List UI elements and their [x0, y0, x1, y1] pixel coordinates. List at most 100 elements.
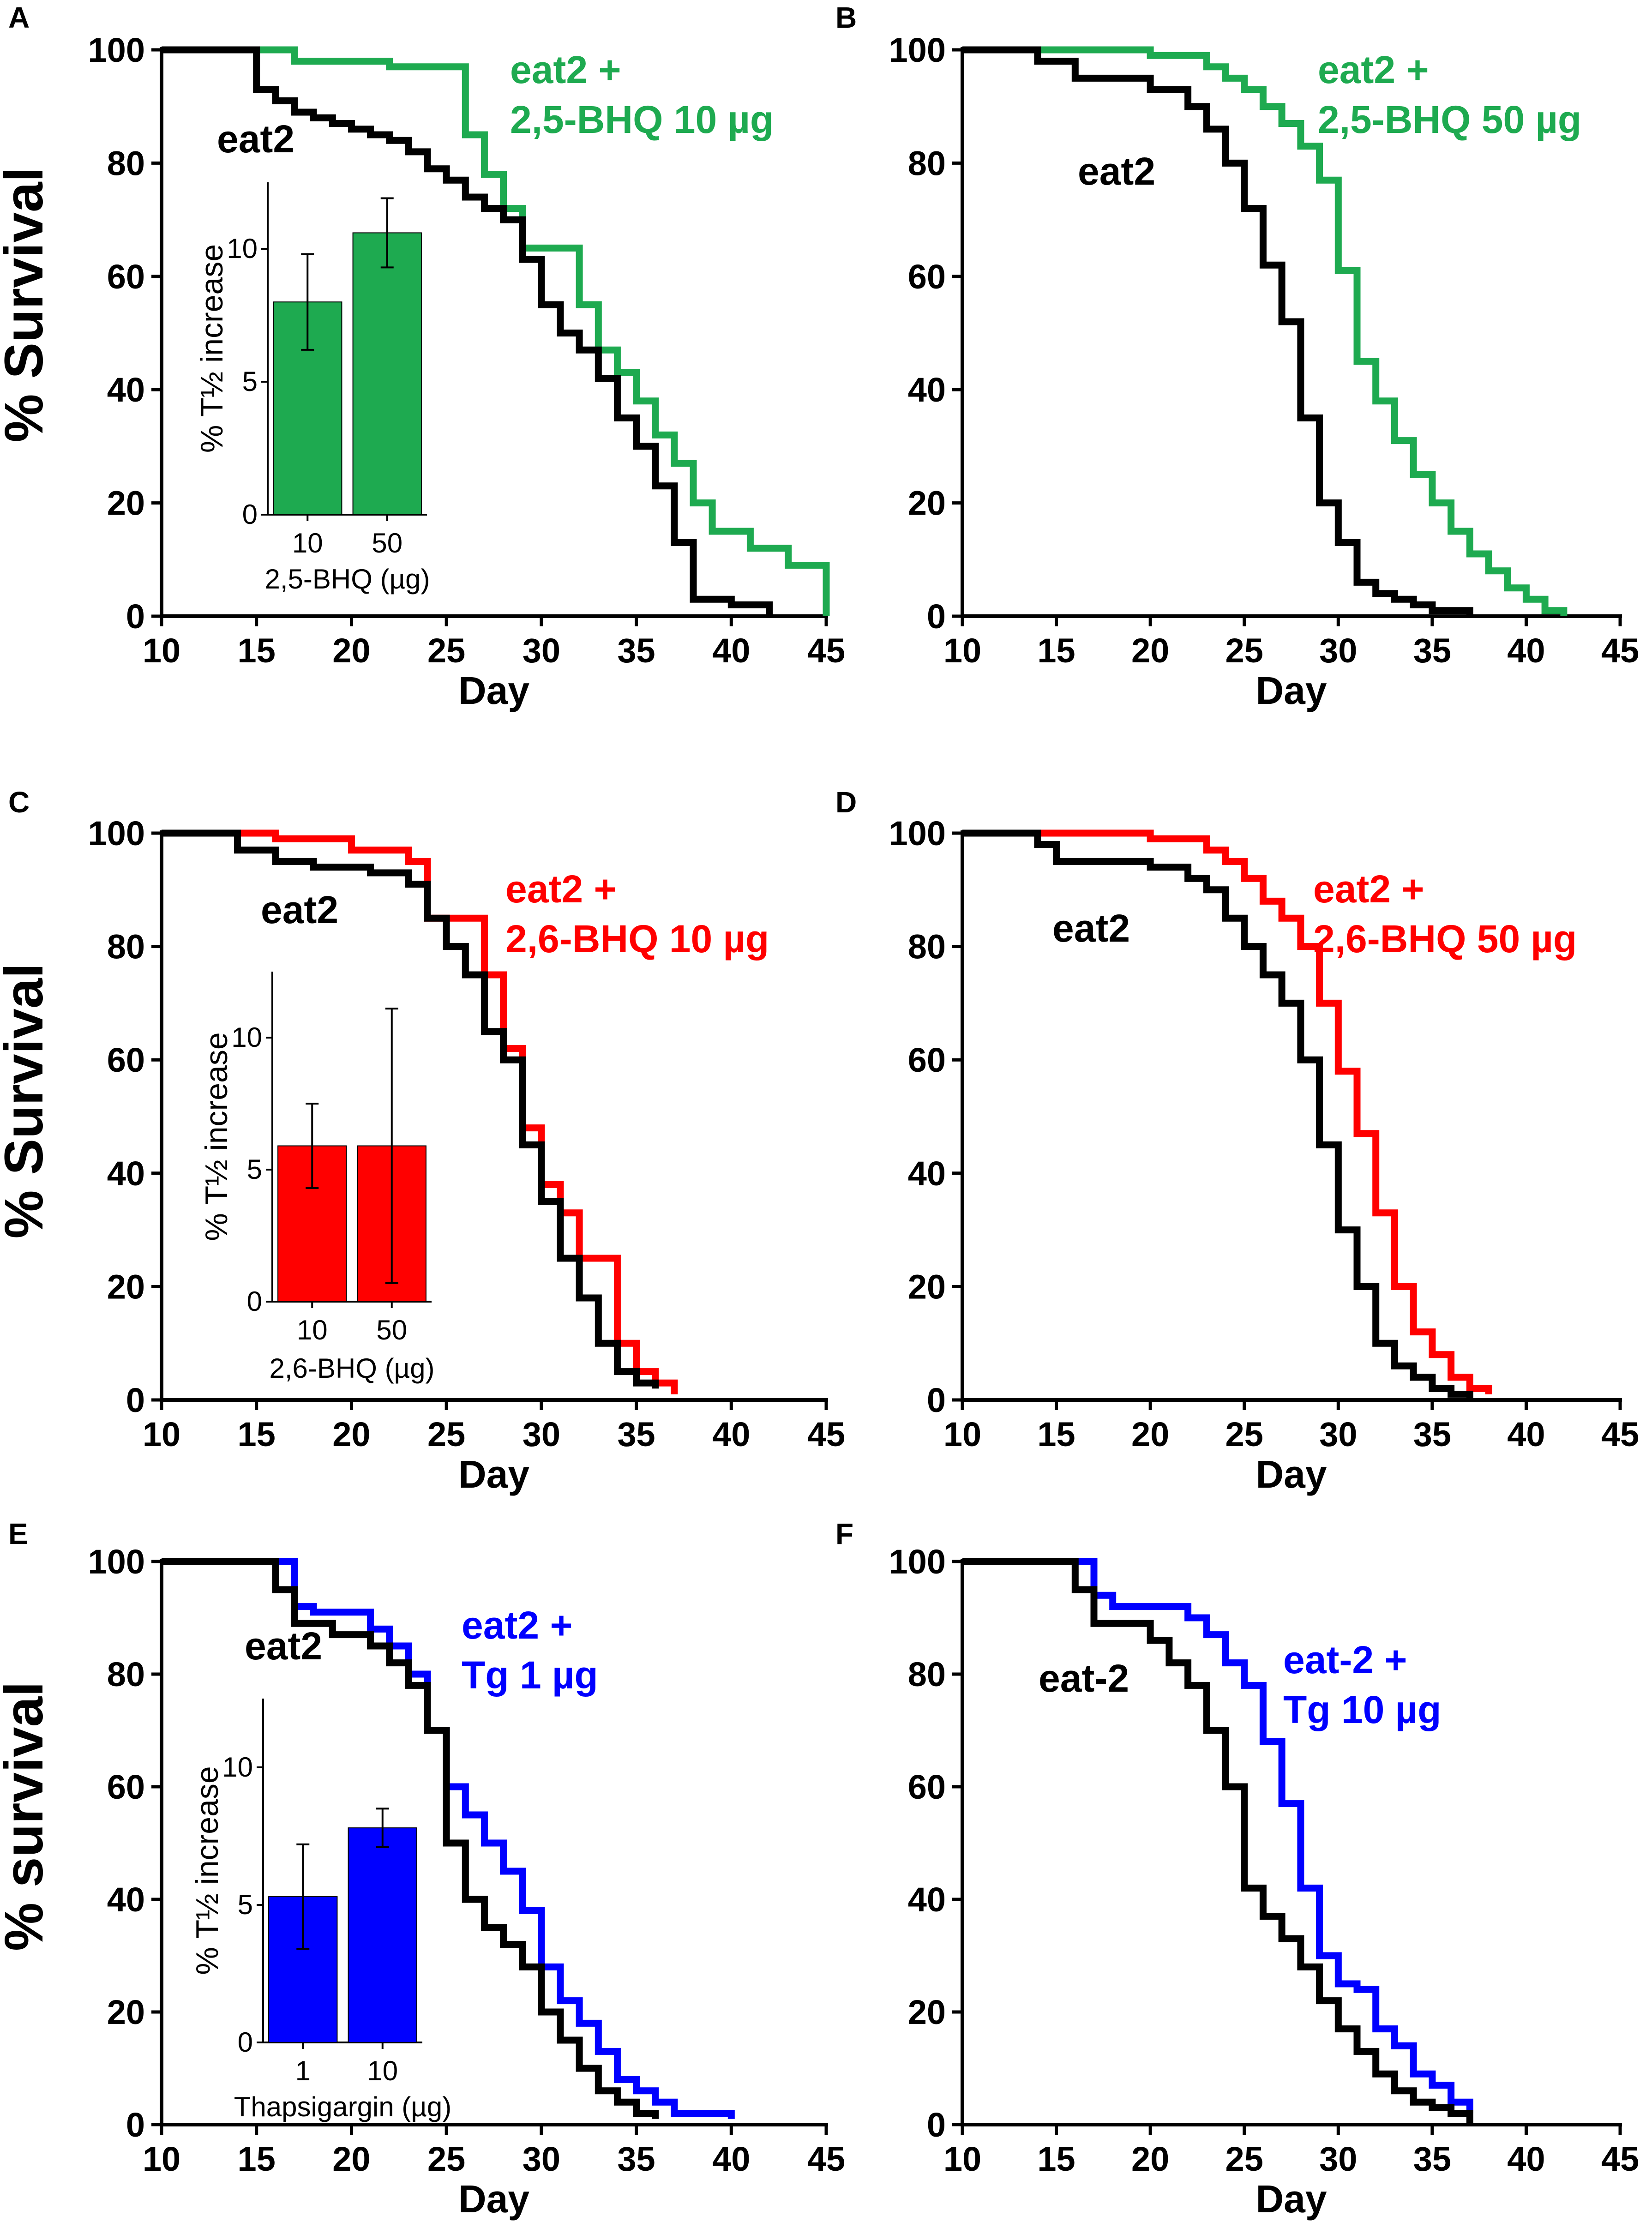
panel-c-x-tick-label: 35 [617, 1415, 655, 1453]
panel-e-y-tick-label: 0 [126, 2106, 145, 2144]
panel-f-label-treatment: eat-2 + [1283, 1638, 1407, 1682]
panel-b-letter: B [835, 1, 857, 34]
panel-c-inset-y-tick-label: 5 [247, 1154, 262, 1185]
panel-f-letter: F [835, 1517, 853, 1550]
panel-e-letter: E [8, 1517, 28, 1550]
panel-c-x-tick-label: 15 [238, 1415, 276, 1453]
panel-f-x-tick-label: 35 [1413, 2140, 1451, 2178]
panel-e-x-tick-label: 20 [332, 2140, 370, 2178]
panel-f: F 0 20 40 60 80 100 10 15 20 25 30 35 40 45 Day eat-2 eat… [835, 1517, 1639, 2221]
panel-a-inset-y-tick-label: 0 [242, 499, 258, 530]
panel-a-label-control: eat2 [217, 117, 294, 161]
panel-c-inset-x-tick-label: 10 [297, 1315, 328, 1345]
panel-f-curve-control [962, 1558, 1473, 2125]
panel-e-inset-x-tick-label: 10 [367, 2055, 398, 2086]
panel-c-inset-y-title: % T½ increase [199, 1032, 234, 1241]
panel-d-y-tick-label: 0 [927, 1381, 946, 1419]
panel-e-x-tick-label: 25 [427, 2140, 465, 2178]
panel-f-x-tick-label: 15 [1037, 2140, 1075, 2178]
panel-b-x-tick-label: 25 [1225, 631, 1263, 670]
panel-a-y-tick-label: 100 [88, 31, 145, 69]
panel-e-y-tick-label: 100 [88, 1543, 145, 1581]
panel-a-y-tick-label: 20 [107, 484, 145, 522]
panel-c-x-tick-label: 25 [427, 1415, 465, 1453]
panel-c-inset-x-tick-label: 50 [376, 1315, 407, 1345]
panel-d-label-treatment: 2,6-BHQ 50 µg [1313, 917, 1577, 961]
panel-f-x-tick-label: 10 [943, 2140, 981, 2178]
panel-e-label-treatment: Tg 1 µg [462, 1653, 598, 1697]
panel-e-inset-x-title: Thapsigargin (µg) [234, 2091, 451, 2122]
panel-c-y-tick-label: 100 [88, 814, 145, 853]
panel-c-inset-x-title: 2,6-BHQ (µg) [270, 1353, 435, 1384]
panel-b-x-tick-label: 20 [1131, 631, 1169, 670]
panel-e-inset: 0 5 10 1 10 Thapsigargin (µg) % T½ increase [190, 1699, 451, 2122]
panel-d-curve-treatment [962, 829, 1492, 1394]
panel-a-inset-bar [352, 232, 422, 515]
panel-a-label-treatment: 2,5-BHQ 10 µg [510, 98, 774, 141]
panel-d-x-tick-label: 10 [943, 1415, 981, 1453]
panel-e-label-control: eat2 [245, 1624, 322, 1668]
panel-b-curve-treatment [962, 46, 1568, 616]
panel-b-x-tick-label: 40 [1507, 631, 1545, 670]
panel-a-inset-x-tick-label: 50 [372, 528, 402, 558]
panel-d-letter: D [835, 786, 857, 819]
panel-a-x-tick-label: 20 [332, 631, 370, 670]
panel-e-curve-control [162, 1558, 659, 2119]
panel-a-y-tick-label: 40 [107, 371, 145, 409]
panel-d-y-tick-label: 60 [908, 1041, 946, 1079]
panel-c-y-tick-label: 20 [107, 1267, 145, 1306]
panel-a-curve-treatment [162, 46, 830, 616]
panel-a-x-tick-label: 25 [427, 631, 465, 670]
panel-f-label-treatment: Tg 10 µg [1283, 1688, 1441, 1731]
panel-c-x-tick-label: 10 [143, 1415, 180, 1453]
panel-e-inset-y-tick-label: 5 [238, 1889, 253, 1920]
panel-f-curve-treatment [962, 1558, 1473, 2114]
panel-f-x-tick-label: 45 [1601, 2140, 1639, 2178]
panel-d-x-tick-label: 40 [1507, 1415, 1545, 1453]
panel-b-y-tick-label: 100 [889, 31, 946, 69]
panel-a-x-tick-label: 35 [617, 631, 655, 670]
panel-d-x-tick-label: 30 [1319, 1415, 1357, 1453]
panel-f-y-tick-label: 60 [908, 1768, 946, 1806]
panel-c-inset-y-tick-label: 0 [247, 1286, 262, 1317]
y-axis-title-bottom: % survival [0, 1682, 54, 1951]
y-axis-title-middle: % Survival [0, 963, 54, 1239]
panel-a-y-tick-label: 60 [107, 258, 145, 296]
panel-f-y-tick-label: 0 [927, 2106, 946, 2144]
panel-d-x-tick-label: 15 [1037, 1415, 1075, 1453]
panel-e-curve-treatment [162, 1558, 735, 2119]
panel-f-label-control: eat-2 [1039, 1657, 1129, 1700]
panel-b-label-treatment: 2,5-BHQ 50 µg [1318, 98, 1581, 141]
panel-d-y-tick-label: 40 [908, 1154, 946, 1193]
panel-b-y-tick-label: 0 [927, 597, 946, 636]
panel-b-x-tick-label: 15 [1037, 631, 1075, 670]
panel-b-label-control: eat2 [1078, 150, 1155, 193]
panel-c-curve-control [162, 829, 659, 1389]
panel-d-y-tick-label: 100 [889, 814, 946, 853]
panel-a-inset-y-title: % T½ increase [194, 244, 229, 453]
panel-e-inset-y-tick-label: 0 [238, 2027, 253, 2058]
panel-d: D 0 20 40 60 80 100 10 15 20 25 30 35 40 45 Day eat2 eat2… [835, 786, 1639, 1496]
panel-d-label-control: eat2 [1052, 907, 1130, 950]
panel-d-y-tick-label: 20 [908, 1267, 946, 1306]
panel-d-x-tick-label: 45 [1601, 1415, 1639, 1453]
panel-e-y-tick-label: 60 [107, 1768, 145, 1806]
panel-e-y-tick-label: 80 [107, 1655, 145, 1694]
panel-b-x-tick-label: 30 [1319, 631, 1357, 670]
panel-b-curve-control [962, 46, 1473, 616]
panel-c-letter: C [8, 786, 30, 819]
panel-c-x-tick-label: 45 [807, 1415, 845, 1453]
panel-b-x-tick-label: 35 [1413, 631, 1451, 670]
panel-e-x-axis-title: Day [458, 2177, 529, 2221]
panel-a-inset-x-title: 2,5-BHQ (µg) [265, 564, 430, 595]
panel-e-label-treatment: eat2 + [462, 1603, 573, 1647]
panel-d-label-treatment: eat2 + [1313, 867, 1424, 911]
panel-b-label-treatment: eat2 + [1318, 48, 1429, 91]
panel-c-y-tick-label: 0 [126, 1381, 145, 1419]
panel-f-x-tick-label: 25 [1225, 2140, 1263, 2178]
panel-a-label-treatment: eat2 + [510, 48, 621, 91]
panel-d-y-tick-label: 80 [908, 928, 946, 966]
